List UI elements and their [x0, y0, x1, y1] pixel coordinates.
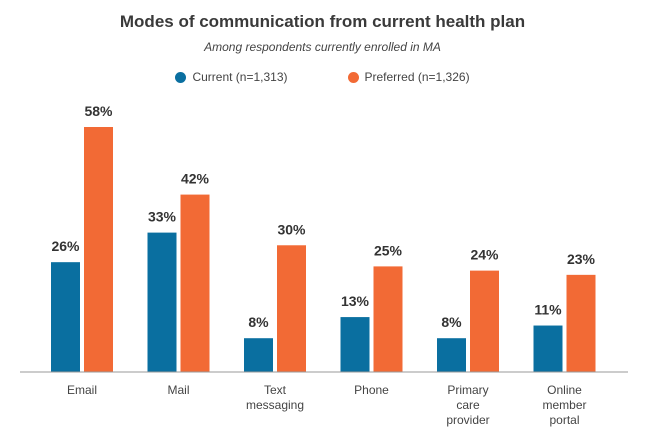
data-label-current-2: 8%	[248, 314, 269, 330]
bar-current-4	[437, 338, 466, 372]
data-label-current-3: 13%	[341, 293, 370, 309]
data-label-current-4: 8%	[441, 314, 462, 330]
legend-item-preferred: Preferred (n=1,326)	[347, 70, 470, 84]
legend-label-current: Current (n=1,313)	[192, 70, 288, 84]
bar-current-1	[147, 232, 177, 372]
bar-preferred-1	[180, 194, 210, 372]
data-label-preferred-3: 25%	[374, 242, 403, 258]
data-label-preferred-5: 23%	[567, 251, 596, 267]
data-label-preferred-0: 58%	[84, 103, 113, 119]
category-label-0: Email	[67, 383, 97, 397]
bar-preferred-5	[566, 274, 596, 372]
legend-swatch-current	[175, 71, 187, 83]
category-label-1: Mail	[167, 383, 189, 397]
legend-swatch-preferred	[347, 71, 359, 83]
data-label-preferred-2: 30%	[277, 221, 306, 237]
bar-preferred-4	[470, 270, 499, 372]
legend: Current (n=1,313) Preferred (n=1,326)	[0, 70, 645, 84]
data-label-current-1: 33%	[148, 209, 177, 225]
bar-current-5	[533, 325, 563, 372]
category-label-3: Phone	[354, 383, 389, 397]
bar-preferred-3	[373, 266, 403, 372]
chart-subtitle: Among respondents currently enrolled in …	[204, 40, 441, 54]
data-label-current-5: 11%	[534, 302, 562, 318]
bar-preferred-0	[84, 127, 113, 372]
category-label-4: Primary care provider	[446, 383, 489, 427]
chart-title: Modes of communication from current heal…	[119, 12, 526, 31]
data-label-current-0: 26%	[51, 238, 80, 254]
category-label-5: Online member portal	[542, 383, 586, 427]
data-label-preferred-4: 24%	[470, 247, 499, 263]
bar-current-3	[340, 317, 370, 372]
bar-current-0	[51, 262, 80, 372]
legend-label-preferred: Preferred (n=1,326)	[364, 70, 470, 84]
bar-current-2	[244, 338, 273, 372]
data-label-preferred-1: 42%	[181, 171, 210, 187]
category-label-2: Text messaging	[246, 383, 304, 412]
legend-item-current: Current (n=1,313)	[175, 70, 288, 84]
bar-preferred-2	[277, 245, 306, 372]
